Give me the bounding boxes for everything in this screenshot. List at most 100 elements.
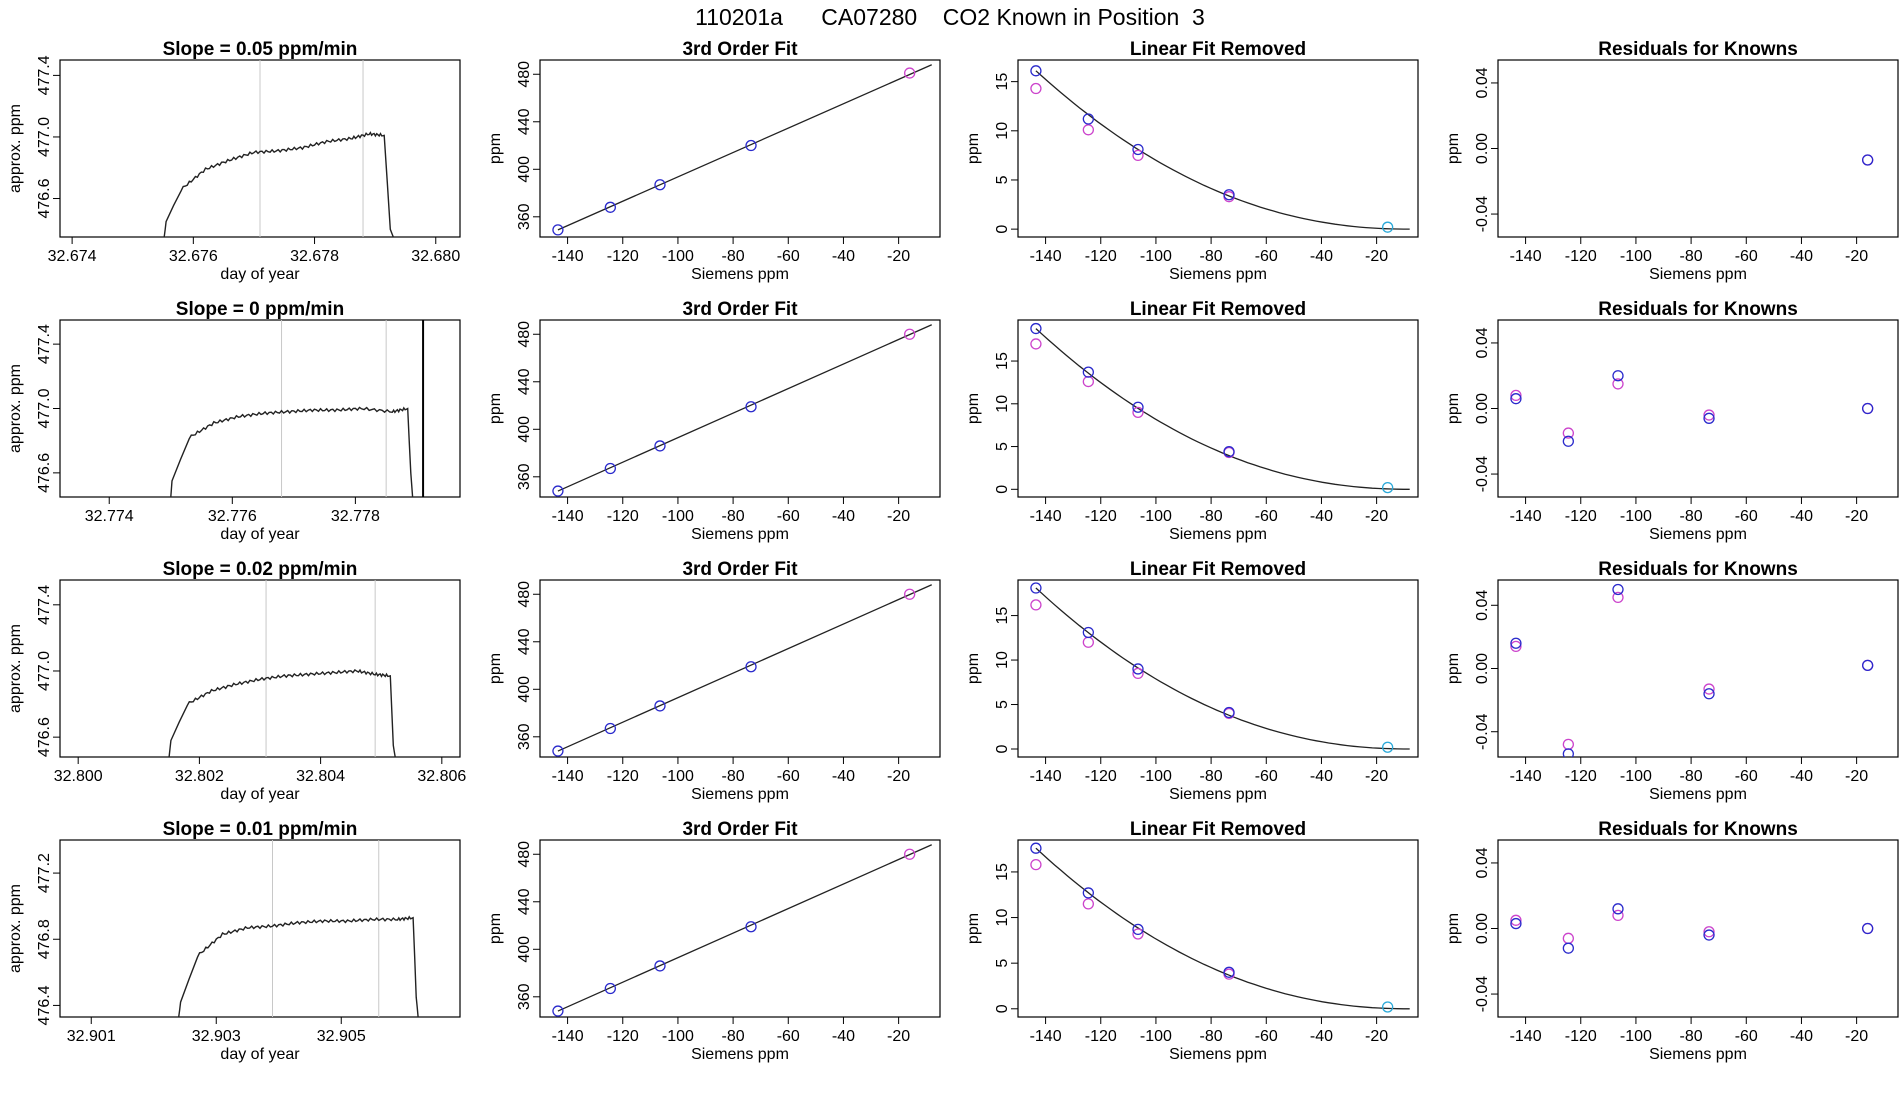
x-axis-label: Siemens ppm: [691, 526, 789, 543]
data-point-known: [1703, 412, 1715, 424]
y-tick-label: -0.04: [1474, 456, 1491, 493]
x-tick-label: -20: [1365, 508, 1388, 525]
x-tick-label: -20: [887, 508, 910, 525]
y-tick-label: 476.4: [36, 985, 53, 1025]
data-point-magenta: [1703, 409, 1715, 421]
x-tick-label: -20: [887, 248, 910, 265]
data-point-known: [745, 921, 757, 933]
y-tick-label: -0.04: [1474, 196, 1491, 233]
x-axis-label: Siemens ppm: [1649, 526, 1747, 543]
x-tick-label: -140: [1510, 508, 1542, 525]
data-point-known: [552, 224, 564, 236]
y-axis-label: ppm: [487, 393, 504, 424]
y-tick-label: 360: [516, 723, 533, 750]
data-point-known: [1223, 966, 1235, 978]
plot-frame: [59, 579, 461, 758]
data-point-known: [1132, 663, 1144, 675]
x-tick-label: -40: [1790, 508, 1813, 525]
data-point-known: [654, 179, 666, 191]
panel-residuals-3: Residuals for Knowns -140 -120 -100 -80 -60 -4…: [1445, 559, 1899, 803]
data-point-magenta: [1082, 375, 1094, 388]
data-point-known: [1862, 922, 1874, 935]
y-tick-label: 440: [516, 108, 533, 135]
y-tick-label: 400: [516, 416, 533, 443]
data-point-known: [552, 1005, 564, 1017]
y-tick-label: 480: [516, 61, 533, 88]
y-tick-label: -0.04: [1474, 713, 1491, 750]
data-point-known: [552, 485, 564, 497]
x-tick-label: -60: [1735, 248, 1758, 265]
x-tick-label: -40: [1310, 508, 1333, 525]
y-axis-label: approx. ppm: [7, 884, 24, 973]
x-tick-label: -100: [1140, 768, 1172, 785]
data-layer: [170, 320, 425, 497]
data-point-known: [1862, 402, 1874, 415]
data-layer: [1510, 583, 1874, 757]
data-layer: [552, 64, 932, 236]
fit-curve: [557, 324, 932, 492]
y-tick-label: 480: [516, 581, 533, 608]
y-axis-label: ppm: [1445, 913, 1462, 944]
x-axis-label: Siemens ppm: [691, 786, 789, 803]
data-point-known: [1223, 446, 1235, 458]
x-tick-label: -20: [1845, 768, 1868, 785]
panel-title: 3rd Order Fit: [682, 299, 798, 320]
data-point-magenta: [1612, 378, 1624, 390]
x-tick-label: -20: [1365, 1028, 1388, 1045]
panel-residuals-2: Residuals for Knowns -140 -120 -100 -80 -60 -4…: [1445, 299, 1899, 543]
x-tick-label: -60: [1735, 1028, 1758, 1045]
x-tick-label: -120: [1085, 248, 1117, 265]
x-tick-label: -140: [1510, 1028, 1542, 1045]
x-tick-label: -80: [722, 1028, 745, 1045]
y-tick-label: 15: [994, 352, 1011, 370]
x-tick-label: -40: [832, 1028, 855, 1045]
x-tick-label: -100: [1620, 768, 1652, 785]
x-tick-label: -140: [1030, 1028, 1062, 1045]
y-tick-label: 0.04: [1474, 327, 1491, 358]
data-point-known: [1030, 582, 1042, 594]
x-tick-label: -80: [722, 508, 745, 525]
data-point-known: [1510, 393, 1522, 405]
data-point-magenta: [904, 588, 916, 600]
y-tick-label: 0: [994, 225, 1011, 234]
x-tick-label: -100: [662, 768, 694, 785]
y-tick-label: 0.04: [1474, 847, 1491, 878]
y-tick-label: 477.4: [36, 324, 53, 364]
data-point-magenta: [1030, 338, 1042, 350]
x-tick-label: -120: [1085, 768, 1117, 785]
x-tick-label: -120: [1565, 248, 1597, 265]
panel-fit-1: 3rd Order Fit -140 -120 -100 -80 -60 -40 -20 360…: [487, 39, 941, 283]
y-axis-label: ppm: [487, 913, 504, 944]
y-tick-label: 360: [516, 463, 533, 490]
fit-curve: [557, 844, 932, 1012]
panel-fit-2: 3rd Order Fit -140 -120 -100 -80 -60 -40 -20 360…: [487, 299, 941, 543]
data-point-known: [1030, 322, 1042, 335]
x-tick-label: 32.800: [54, 768, 103, 785]
data-point-known: [1082, 366, 1094, 378]
y-axis-label: ppm: [965, 913, 982, 944]
x-tick-label: -80: [1200, 768, 1223, 785]
x-axis-label: day of year: [220, 786, 300, 803]
y-tick-label: 10: [994, 651, 1011, 669]
y-axis-label: ppm: [487, 133, 504, 164]
panel-title: Residuals for Knowns: [1598, 819, 1798, 840]
y-tick-label: 0.00: [1474, 913, 1491, 944]
data-point-magenta: [1703, 683, 1715, 695]
y-tick-label: 477.0: [36, 388, 53, 428]
data-point-magenta: [1132, 149, 1144, 162]
y-tick-label: 476.6: [36, 453, 53, 493]
fit-curve: [1035, 587, 1410, 750]
y-tick-label: 477.0: [36, 651, 53, 691]
data-layer: [1862, 154, 1874, 166]
x-tick-label: -60: [1255, 768, 1278, 785]
y-tick-label: 5: [994, 442, 1011, 451]
x-tick-label: 32.776: [208, 508, 257, 525]
x-tick-label: -20: [1365, 768, 1388, 785]
plot-frame: [1497, 839, 1899, 1018]
y-tick-label: 440: [516, 888, 533, 915]
plot-frame: [539, 59, 941, 238]
x-tick-label: 32.802: [175, 768, 224, 785]
panel-title: Residuals for Knowns: [1598, 39, 1798, 60]
y-tick-label: 480: [516, 841, 533, 868]
data-point-zero: [1382, 1001, 1394, 1013]
